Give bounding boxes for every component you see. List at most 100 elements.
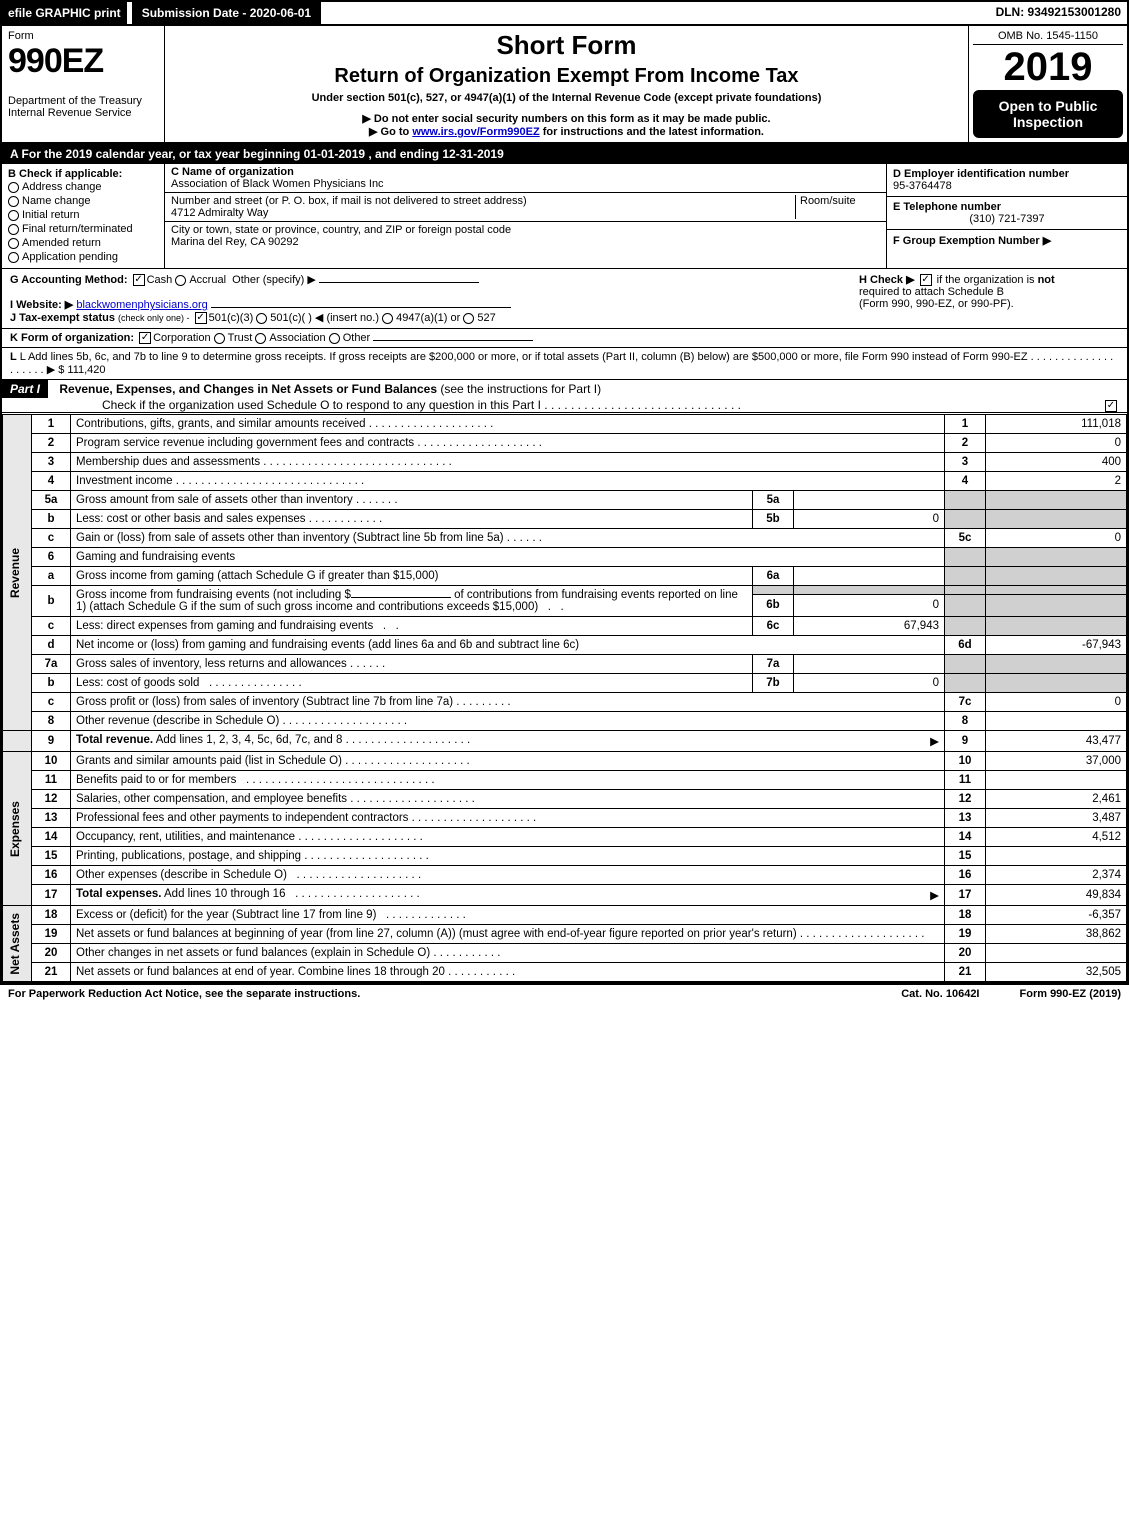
org-name: Association of Black Women Physicians In… <box>171 178 384 190</box>
table-row: 15Printing, publications, postage, and s… <box>3 847 1127 866</box>
ssn-warning: ▶ Do not enter social security numbers o… <box>171 112 962 125</box>
table-row: 9Total revenue. Total revenue. Add lines… <box>3 731 1127 752</box>
table-row: cGross profit or (loss) from sales of in… <box>3 693 1127 712</box>
chk-other-org[interactable] <box>329 333 340 344</box>
chk-501c[interactable] <box>256 313 267 324</box>
f-group-label: F Group Exemption Number ▶ <box>893 235 1051 247</box>
line-6d-value: -67,943 <box>986 636 1127 655</box>
irs-link[interactable]: www.irs.gov/Form990EZ <box>412 126 539 138</box>
table-row: Expenses 10Grants and similar amounts pa… <box>3 752 1127 771</box>
line-6a-value <box>794 567 945 586</box>
section-l: L L Add lines 5b, 6c, and 7b to line 9 t… <box>2 348 1127 380</box>
chk-initial-return[interactable]: Initial return <box>8 208 158 222</box>
line-6c-value: 67,943 <box>794 617 945 636</box>
chk-application-pending[interactable]: Application pending <box>8 250 158 264</box>
g-label: G Accounting Method: <box>10 274 128 286</box>
dept-treasury: Department of the Treasury <box>8 95 158 107</box>
line-6b-value: 0 <box>794 594 945 617</box>
chk-accrual[interactable] <box>175 275 186 286</box>
return-title: Return of Organization Exempt From Incom… <box>171 65 962 88</box>
website-link[interactable]: blackwomenphysicians.org <box>76 299 207 311</box>
section-g-h: G Accounting Method: Cash Accrual Other … <box>2 269 1127 329</box>
table-row: 14Occupancy, rent, utilities, and mainte… <box>3 828 1127 847</box>
line-13-value: 3,487 <box>986 809 1127 828</box>
table-row: cGain or (loss) from sale of assets othe… <box>3 529 1127 548</box>
chk-527[interactable] <box>463 313 474 324</box>
chk-final-return[interactable]: Final return/terminated <box>8 222 158 236</box>
table-row: 17Total expenses. Add lines 10 through 1… <box>3 885 1127 906</box>
chk-trust[interactable] <box>214 333 225 344</box>
table-row: cLess: direct expenses from gaming and f… <box>3 617 1127 636</box>
j-label: J Tax-exempt status <box>10 312 115 324</box>
chk-name-change[interactable]: Name change <box>8 194 158 208</box>
table-row: 2Program service revenue including gover… <box>3 434 1127 453</box>
line-19-value: 38,862 <box>986 925 1127 944</box>
chk-501c3[interactable] <box>195 312 207 324</box>
form-header: Form 990EZ Department of the Treasury In… <box>2 26 1127 144</box>
tax-year-row: A For the 2019 calendar year, or tax yea… <box>2 144 1127 164</box>
line-8-value <box>986 712 1127 731</box>
table-row: 12Salaries, other compensation, and empl… <box>3 790 1127 809</box>
line-5a-value <box>794 491 945 510</box>
line-7c-value: 0 <box>986 693 1127 712</box>
dln-number: DLN: 93492153001280 <box>990 2 1127 24</box>
table-row: bLess: cost of goods sold . . . . . . . … <box>3 674 1127 693</box>
table-row: 6Gaming and fundraising events <box>3 548 1127 567</box>
revenue-tab: Revenue <box>8 548 22 598</box>
table-row: Revenue 1Contributions, gifts, grants, a… <box>3 415 1127 434</box>
city-label: City or town, state or province, country… <box>171 224 511 236</box>
line-5c-value: 0 <box>986 529 1127 548</box>
section-b-label: B Check if applicable: <box>8 168 158 180</box>
irs-label: Internal Revenue Service <box>8 107 158 119</box>
submission-date: Submission Date - 2020-06-01 <box>131 2 321 24</box>
table-row: 20Other changes in net assets or fund ba… <box>3 944 1127 963</box>
table-row: 4Investment income42 <box>3 472 1127 491</box>
line-5b-value: 0 <box>794 510 945 529</box>
short-form-title: Short Form <box>171 30 962 61</box>
chk-amended-return[interactable]: Amended return <box>8 236 158 250</box>
section-k: K Form of organization: Corporation Trus… <box>2 329 1127 348</box>
d-ein-label: D Employer identification number <box>893 168 1069 180</box>
subtitle: Under section 501(c), 527, or 4947(a)(1)… <box>171 92 962 104</box>
street-label: Number and street (or P. O. box, if mail… <box>171 195 527 207</box>
table-row: bLess: cost or other basis and sales exp… <box>3 510 1127 529</box>
table-row: bGross income from fundraising events (n… <box>3 586 1127 594</box>
table-row: 8Other revenue (describe in Schedule O)8 <box>3 712 1127 731</box>
gross-receipts-value: 111,420 <box>67 364 105 376</box>
chk-address-change[interactable]: Address change <box>8 180 158 194</box>
form-number: 990EZ <box>8 42 158 81</box>
line-4-value: 2 <box>986 472 1127 491</box>
h-label: H Check ▶ <box>859 274 915 286</box>
chk-association[interactable] <box>255 333 266 344</box>
omb-number: OMB No. 1545-1150 <box>973 30 1123 45</box>
paperwork-notice: For Paperwork Reduction Act Notice, see … <box>8 988 360 1000</box>
chk-corporation[interactable] <box>139 332 151 344</box>
line-7b-value: 0 <box>794 674 945 693</box>
i-label: I Website: ▶ <box>10 299 73 311</box>
efile-print-button[interactable]: efile GRAPHIC print <box>2 2 127 24</box>
part1-header: Part I Revenue, Expenses, and Changes in… <box>2 380 1127 413</box>
line-16-value: 2,374 <box>986 866 1127 885</box>
line-18-value: -6,357 <box>986 906 1127 925</box>
ein-value: 95-3764478 <box>893 180 952 192</box>
table-row: 21Net assets or fund balances at end of … <box>3 963 1127 982</box>
phone-value: (310) 721-7397 <box>893 213 1121 225</box>
page-footer: For Paperwork Reduction Act Notice, see … <box>0 984 1129 1003</box>
line-1-value: 111,018 <box>986 415 1127 434</box>
line-9-value: 43,477 <box>986 731 1127 752</box>
tax-year: 2019 <box>973 45 1123 90</box>
line-14-value: 4,512 <box>986 828 1127 847</box>
chk-schedule-b[interactable] <box>920 274 932 286</box>
line-11-value <box>986 771 1127 790</box>
table-row: 3Membership dues and assessments3400 <box>3 453 1127 472</box>
line-10-value: 37,000 <box>986 752 1127 771</box>
chk-cash[interactable] <box>133 274 145 286</box>
chk-schedule-o[interactable] <box>1105 400 1117 412</box>
part1-table: Revenue 1Contributions, gifts, grants, a… <box>2 414 1127 982</box>
form-ref: Form 990-EZ (2019) <box>1020 988 1122 1000</box>
table-row: aGross income from gaming (attach Schedu… <box>3 567 1127 586</box>
table-row: dNet income or (loss) from gaming and fu… <box>3 636 1127 655</box>
chk-4947[interactable] <box>382 313 393 324</box>
form-label: Form <box>8 30 158 42</box>
expenses-tab: Expenses <box>8 801 22 857</box>
